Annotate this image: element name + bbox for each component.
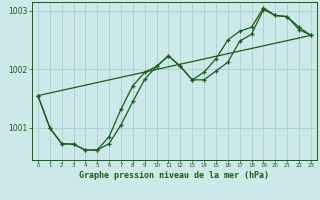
X-axis label: Graphe pression niveau de la mer (hPa): Graphe pression niveau de la mer (hPa) (79, 171, 269, 180)
